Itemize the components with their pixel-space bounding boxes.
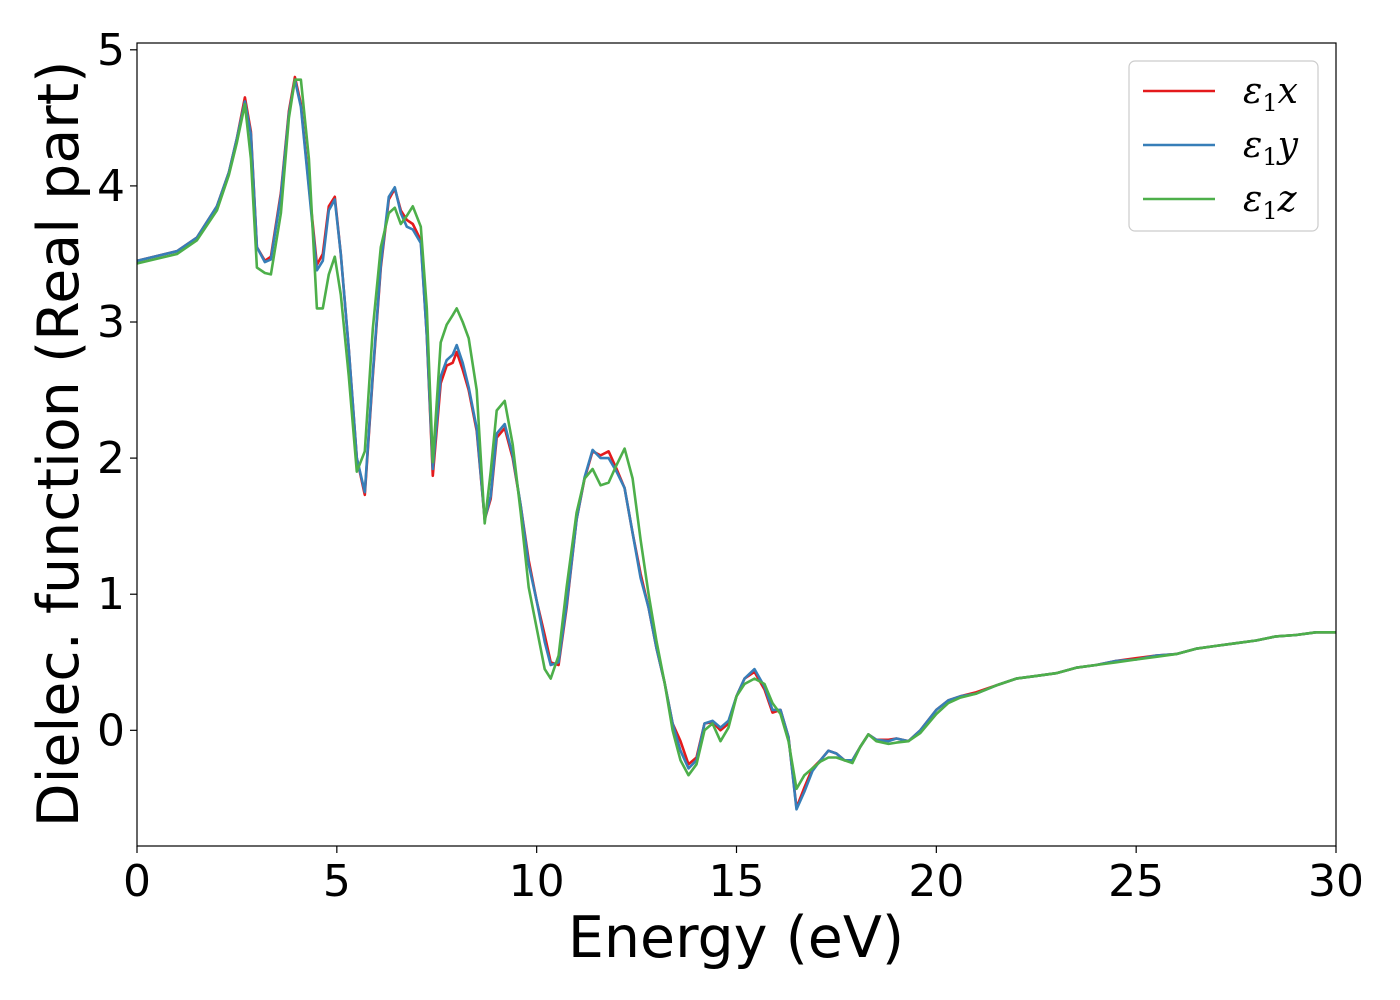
x-axis: 0 5 10 15 20 25 30 (123, 846, 1364, 907)
x-axis-title: Energy (eV) (568, 905, 904, 971)
series-layer (137, 75, 1336, 811)
y-axis-title: Dielec. function (Real part) (26, 61, 92, 828)
legend-label-2: ε1y (1243, 125, 1299, 171)
series-line-3 (137, 78, 1336, 791)
y-axis: 0 1 2 3 4 5 (97, 25, 137, 756)
legend-label-1: ε1x (1243, 71, 1298, 117)
x-tick-label: 15 (709, 856, 765, 907)
x-tick-label: 25 (1108, 856, 1164, 907)
legend: ε1x ε1y ε1z (1128, 60, 1319, 232)
x-tick-label: 20 (908, 856, 964, 907)
y-tick-label: 0 (97, 705, 125, 756)
y-tick-label: 2 (97, 433, 125, 484)
y-tick-label: 5 (97, 25, 125, 76)
y-tick-label: 1 (97, 569, 125, 620)
series-line-2 (137, 78, 1336, 811)
x-tick-label: 30 (1308, 856, 1364, 907)
x-tick-label: 5 (323, 856, 351, 907)
x-tick-label: 0 (123, 856, 151, 907)
y-tick-label: 4 (97, 161, 125, 212)
y-tick-label: 3 (97, 297, 125, 348)
x-tick-label: 10 (509, 856, 565, 907)
legend-label-3: ε1z (1243, 179, 1298, 225)
legend-frame (1128, 60, 1319, 232)
